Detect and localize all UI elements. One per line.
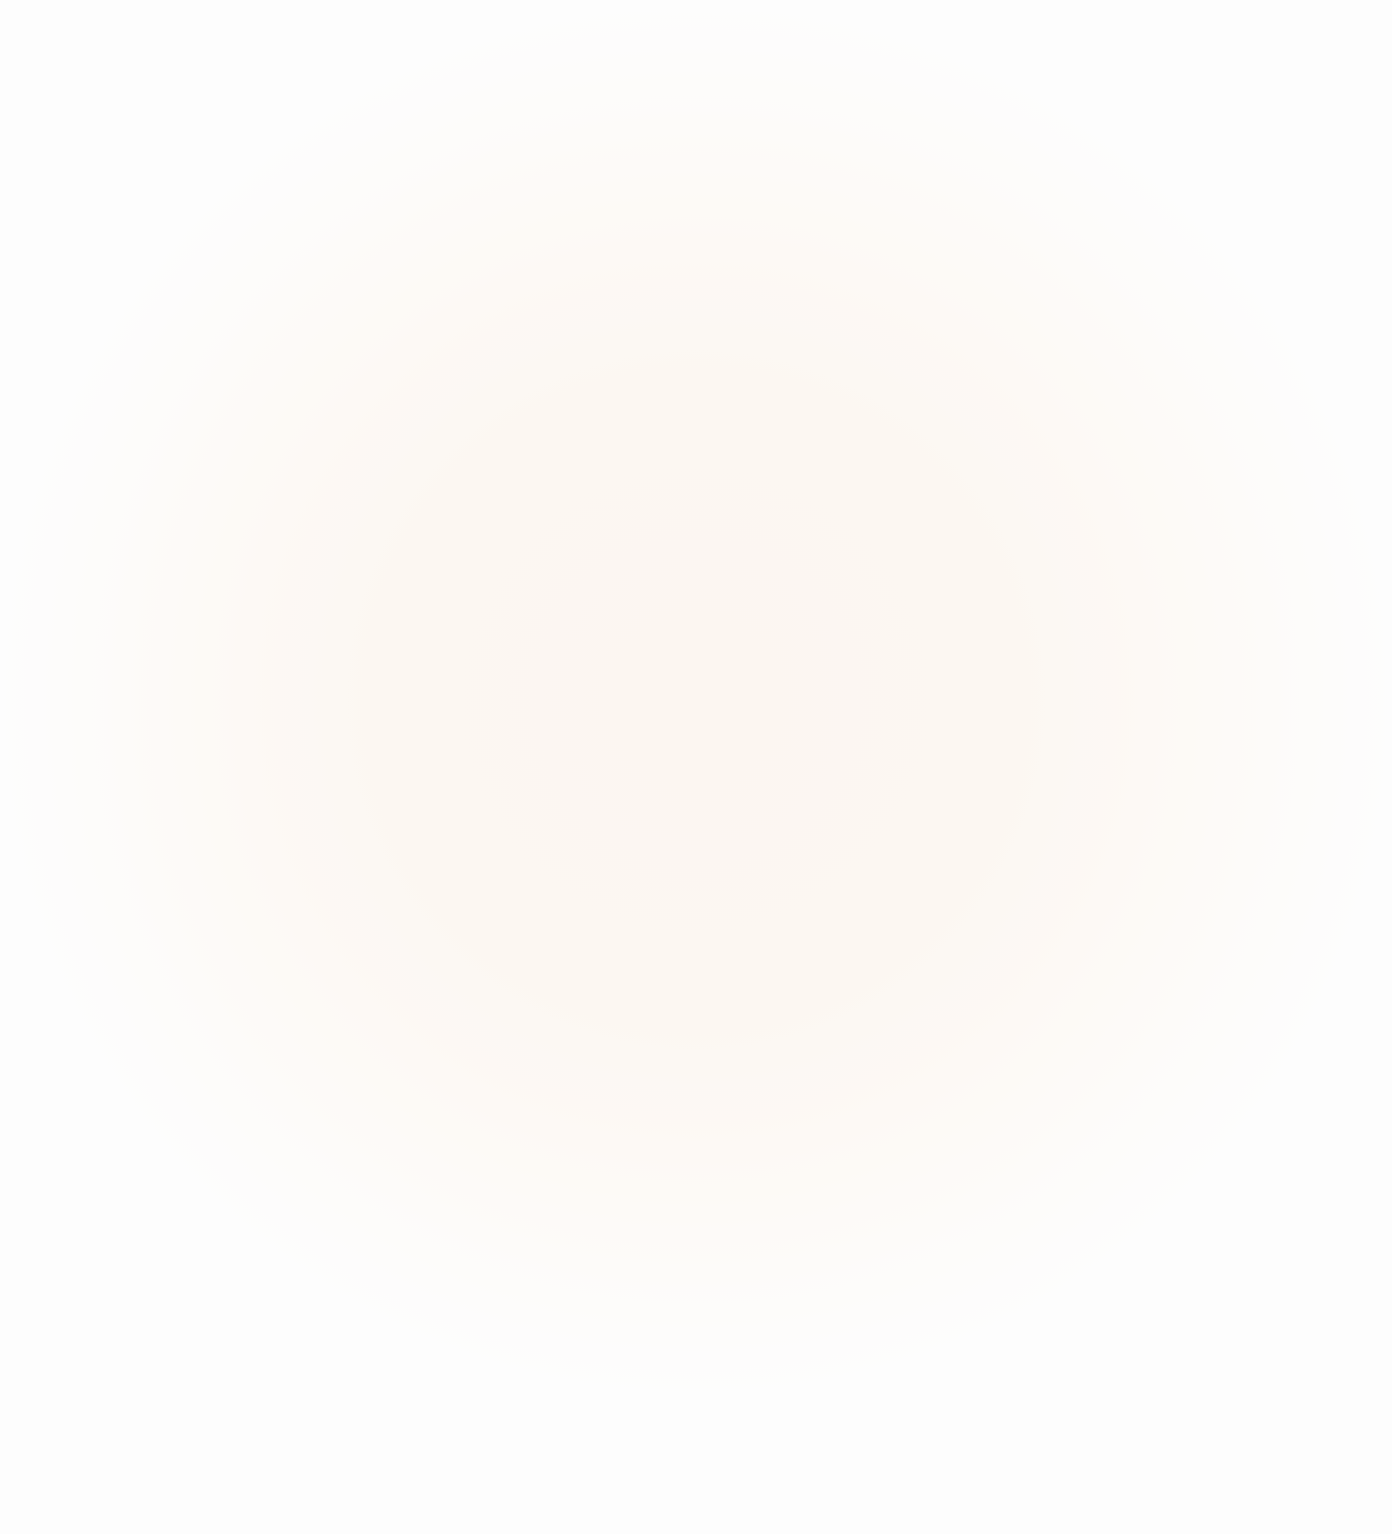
background-glow — [0, 0, 1392, 1534]
page: {} (() => { const data = JSON.parse(docu… — [0, 0, 1392, 1534]
